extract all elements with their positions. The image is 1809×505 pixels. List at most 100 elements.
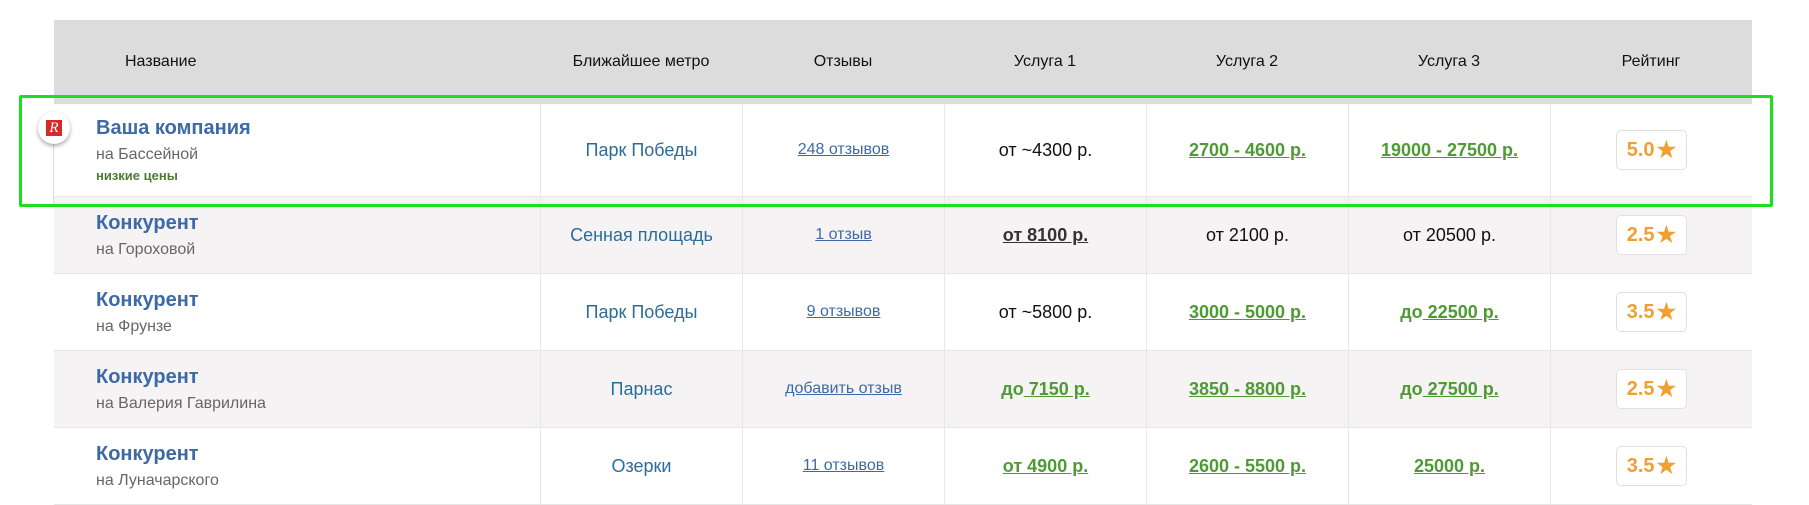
star-icon: ★ xyxy=(1656,376,1677,401)
timeline-line xyxy=(53,144,54,204)
price-s3[interactable]: 19000 - 27500 р. xyxy=(1380,139,1519,160)
metro-station: Сенная площадь xyxy=(570,224,713,245)
reviews-link[interactable]: добавить отзыв xyxy=(785,380,902,397)
company-address: на Бассейной xyxy=(96,146,199,163)
star-icon: ★ xyxy=(1656,453,1677,478)
rating-badge: 2.5 ★ xyxy=(1615,215,1688,255)
cell-name: Конкурент на Валерия Гаврилина xyxy=(54,351,540,427)
cell-metro: Озерки xyxy=(540,428,742,504)
cell-metro: Парк Победы xyxy=(540,274,742,350)
price-prefix: до xyxy=(1001,378,1024,399)
cell-s1: от ~4300 р. xyxy=(944,104,1146,196)
price-s2[interactable]: 3000 - 5000 р. xyxy=(1188,301,1307,322)
cell-s1: от ~5800 р. xyxy=(944,274,1146,350)
table-row: Конкурент на Гороховой Сенная площадь 1 … xyxy=(54,197,1752,274)
reviews-link[interactable]: 1 отзыв xyxy=(815,226,872,243)
cell-metro: Парк Победы xyxy=(540,104,742,196)
rating-value: 3.5 xyxy=(1626,300,1655,323)
company-name-link[interactable]: Конкурент xyxy=(96,288,199,311)
cell-s2: от 2100 р. xyxy=(1146,197,1348,273)
metro-station: Озерки xyxy=(611,455,672,476)
cell-rating: 2.5 ★ xyxy=(1550,351,1752,427)
company-name-link[interactable]: Конкурент xyxy=(96,211,199,234)
metro-station: Парк Победы xyxy=(585,301,698,322)
cell-metro: Парнас xyxy=(540,351,742,427)
cell-rating: 5.0 ★ xyxy=(1550,104,1752,196)
cell-rating: 3.5 ★ xyxy=(1550,428,1752,504)
table-row: Конкурент на Луначарского Озерки 11 отзы… xyxy=(54,428,1752,505)
cell-s2: 2700 - 4600 р. xyxy=(1146,104,1348,196)
price-s3: от 20500 р. xyxy=(1403,224,1496,245)
cell-rating: 2.5 ★ xyxy=(1550,197,1752,273)
cell-reviews: 11 отзывов xyxy=(742,428,944,504)
table-row: Ваша компания на Бассейной низкие цены П… xyxy=(54,104,1752,197)
table-row: Конкурент на Валерия Гаврилина Парнас до… xyxy=(54,351,1752,428)
reviews-link[interactable]: 248 отзывов xyxy=(797,141,890,158)
cell-reviews: 9 отзывов xyxy=(742,274,944,350)
cell-name: Конкурент на Луначарского xyxy=(54,428,540,504)
price-s1: от ~4300 р. xyxy=(998,139,1093,160)
rating-badge: 2.5 ★ xyxy=(1615,369,1688,409)
price-prefix: до xyxy=(1400,301,1423,322)
company-address: на Гороховой xyxy=(96,240,196,258)
price-comparison-table: Название Ближайшее метро Отзывы Услуга 1… xyxy=(54,20,1752,505)
header-service-2: Услуга 2 xyxy=(1215,53,1279,70)
cell-s2: 2600 - 5500 р. xyxy=(1146,428,1348,504)
cell-s2: 3000 - 5000 р. xyxy=(1146,274,1348,350)
reviews-link[interactable]: 9 отзывов xyxy=(806,303,881,320)
price-s1[interactable]: до 7150 р. xyxy=(1001,378,1090,399)
header-metro: Ближайшее метро xyxy=(572,53,710,70)
cell-reviews: добавить отзыв xyxy=(742,351,944,427)
price-prefix: до xyxy=(1400,378,1423,399)
cell-rating: 3.5 ★ xyxy=(1550,274,1752,350)
rating-badge: 3.5 ★ xyxy=(1615,292,1688,332)
header-reviews: Отзывы xyxy=(813,53,873,70)
cell-name: Конкурент на Фрунзе xyxy=(54,274,540,350)
cell-s1: от 4900 р. xyxy=(944,428,1146,504)
price-s2[interactable]: 2600 - 5500 р. xyxy=(1188,455,1307,476)
cell-s3: 19000 - 27500 р. xyxy=(1348,104,1550,196)
cell-s3: от 20500 р. xyxy=(1348,197,1550,273)
cell-s1: до 7150 р. xyxy=(944,351,1146,427)
metro-station: Парк Победы xyxy=(585,139,698,160)
cell-name: Конкурент на Гороховой xyxy=(54,197,540,273)
table-row: Конкурент на Фрунзе Парк Победы 9 отзыво… xyxy=(54,274,1752,351)
cell-reviews: 248 отзывов xyxy=(742,104,944,196)
price-s1: от ~5800 р. xyxy=(998,301,1093,322)
company-name-link[interactable]: Конкурент xyxy=(96,442,199,465)
price-s1[interactable]: от 4900 р. xyxy=(1002,455,1089,476)
company-address: на Луначарского xyxy=(96,471,219,489)
cell-s2: 3850 - 8800 р. xyxy=(1146,351,1348,427)
company-logo: R xyxy=(38,112,70,144)
header-rating: Рейтинг xyxy=(1621,53,1681,70)
reviews-link[interactable]: 11 отзывов xyxy=(802,457,885,474)
cell-s3: 25000 р. xyxy=(1348,428,1550,504)
price-s3[interactable]: 25000 р. xyxy=(1413,455,1486,476)
metro-station: Парнас xyxy=(610,378,673,399)
price-s2[interactable]: 2700 - 4600 р. xyxy=(1188,139,1307,160)
rating-value: 5.0 xyxy=(1626,138,1655,161)
cell-s1: от 8100 р. xyxy=(944,197,1146,273)
rating-value: 2.5 xyxy=(1626,223,1655,246)
price-s2[interactable]: 3850 - 8800 р. xyxy=(1188,378,1307,399)
header-service-1: Услуга 1 xyxy=(1013,53,1077,70)
rating-value: 2.5 xyxy=(1626,377,1655,400)
company-address: на Фрунзе xyxy=(96,317,172,335)
company-name-link[interactable]: Ваша компания xyxy=(96,117,251,139)
star-icon: ★ xyxy=(1656,137,1677,162)
header-service-3: Услуга 3 xyxy=(1417,53,1481,70)
price-s3[interactable]: до 22500 р. xyxy=(1400,301,1499,322)
rating-value: 3.5 xyxy=(1626,454,1655,477)
price-s3[interactable]: до 27500 р. xyxy=(1400,378,1499,399)
price-s1[interactable]: от 8100 р. xyxy=(1002,224,1089,245)
cell-reviews: 1 отзыв xyxy=(742,197,944,273)
cell-s3: до 27500 р. xyxy=(1348,351,1550,427)
company-tag: низкие цены xyxy=(96,168,178,183)
table-header: Название Ближайшее метро Отзывы Услуга 1… xyxy=(54,20,1752,104)
price-s2: от 2100 р. xyxy=(1206,224,1289,245)
star-icon: ★ xyxy=(1656,299,1677,324)
cell-s3: до 22500 р. xyxy=(1348,274,1550,350)
cell-name: Ваша компания на Бассейной низкие цены xyxy=(54,104,540,196)
company-name-link[interactable]: Конкурент xyxy=(96,365,199,388)
rating-badge: 3.5 ★ xyxy=(1615,446,1688,486)
